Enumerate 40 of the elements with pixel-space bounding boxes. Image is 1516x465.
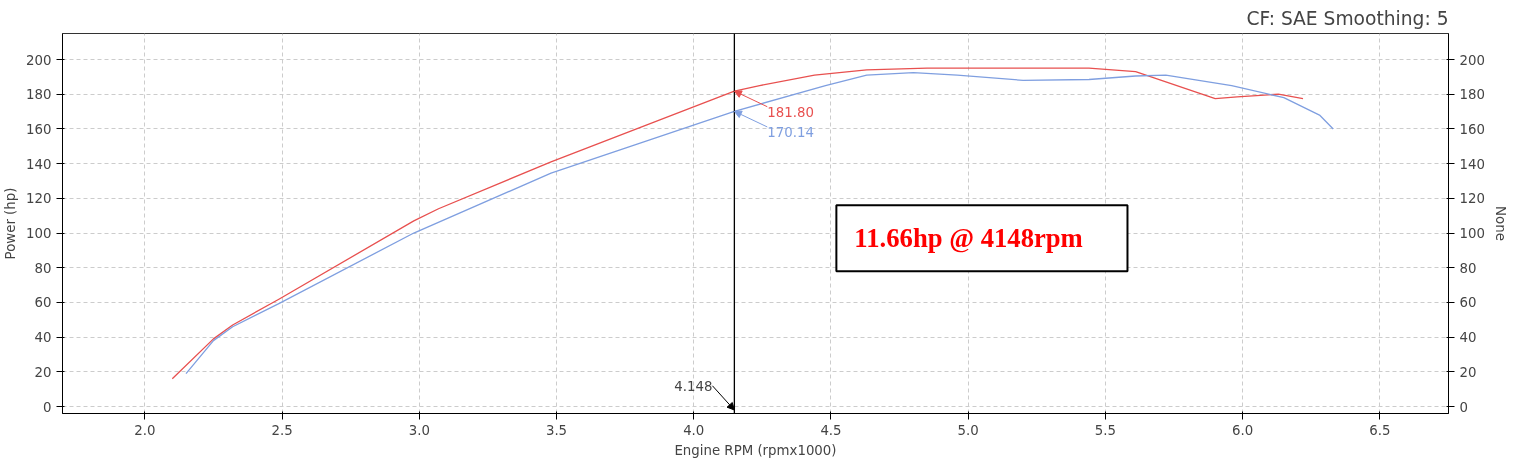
x-tick-label: 3.0	[408, 422, 430, 438]
y-tick-label: 60	[34, 295, 52, 311]
y-tick-label: 80	[34, 260, 52, 276]
annotation: 170.14	[767, 125, 814, 141]
y-tick-label: 40	[34, 330, 52, 346]
y-axis-title: Power (hp)	[3, 187, 19, 260]
x-tick-label: 6.5	[1369, 422, 1391, 438]
x-axis-title: Engine RPM (rpmx1000)	[674, 442, 837, 458]
y2-tick-label: 0	[1459, 399, 1468, 415]
y2-tick-label: 180	[1459, 87, 1485, 103]
y-tick-label: 200	[26, 52, 52, 68]
y2-tick-label: 40	[1459, 330, 1477, 346]
y2-tick-label: 200	[1459, 52, 1485, 68]
y2-tick-label: 100	[1459, 226, 1485, 242]
ref-line-label: 4.148	[674, 378, 713, 394]
x-tick-label: 5.5	[1094, 422, 1117, 438]
y-tick-label: 160	[26, 121, 52, 137]
x-tick-label: 5.0	[957, 422, 979, 438]
x-tick-label: 3.5	[545, 422, 568, 438]
x-tick-label: 4.5	[820, 422, 842, 438]
y2-tick-label: 80	[1459, 260, 1477, 276]
y2-tick-label: 20	[1459, 364, 1477, 380]
x-tick-label: 4.0	[683, 422, 705, 438]
chart-subtitle: CF: SAE Smoothing: 5	[1246, 7, 1449, 29]
y-tick-label: 180	[26, 87, 52, 103]
y-tick-label: 20	[34, 364, 52, 380]
y2-tick-label: 160	[1459, 121, 1485, 137]
x-tick-label: 2.0	[134, 422, 156, 438]
x-tick-label: 2.5	[271, 422, 293, 438]
y2-tick-label: 140	[1459, 156, 1485, 172]
y2-tick-label: 120	[1459, 191, 1485, 207]
y2-tick-label: 60	[1459, 295, 1477, 311]
annotation: 181.80	[767, 104, 814, 120]
y2-axis-title: None	[1492, 206, 1508, 241]
annotation: 11.66hp @ 4148rpm	[854, 223, 1083, 254]
y-tick-label: 100	[26, 226, 52, 242]
x-tick-label: 6.0	[1232, 422, 1254, 438]
y-tick-label: 120	[26, 191, 52, 207]
y-tick-label: 140	[26, 156, 52, 172]
y-tick-label: 0	[43, 399, 52, 415]
